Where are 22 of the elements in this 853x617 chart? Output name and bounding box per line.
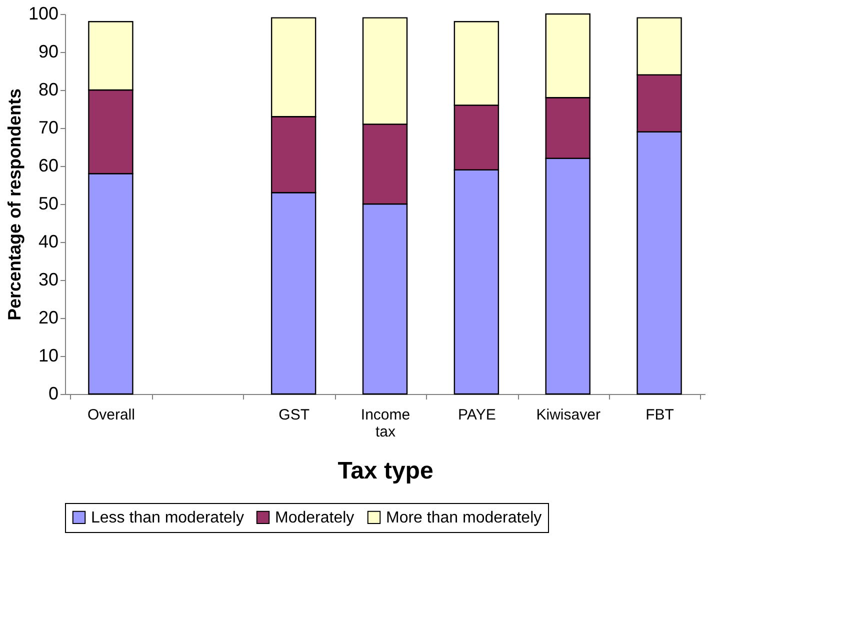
y-tick-label: 30 — [38, 270, 58, 290]
y-tick-label: 70 — [38, 118, 58, 138]
x-axis-title: Tax type — [338, 458, 434, 484]
x-tick-label: GST — [278, 406, 310, 424]
y-tick-label: 100 — [28, 4, 58, 24]
x-tick-label: Overall — [87, 406, 135, 424]
legend-label: Less than moderately — [91, 509, 244, 526]
y-axis-title: Percentage of respondents — [4, 88, 24, 321]
y-tick-label: 40 — [38, 232, 58, 252]
y-tick-label: 50 — [38, 194, 58, 214]
y-tick-label: 80 — [38, 80, 58, 100]
y-tick-label: 20 — [38, 308, 58, 328]
x-tick-label: Kiwisaver — [536, 406, 600, 424]
y-tick-label: 10 — [38, 346, 58, 366]
y-tick-label: 60 — [38, 156, 58, 176]
x-tick-label: Income tax — [360, 406, 410, 440]
x-tick-label: PAYE — [458, 406, 496, 424]
x-tick-label: FBT — [646, 406, 674, 424]
legend-label: More than moderately — [386, 509, 542, 526]
legend-label: Moderately — [275, 509, 354, 526]
y-tick-label: 90 — [38, 42, 58, 62]
y-tick-label: 0 — [48, 384, 58, 404]
